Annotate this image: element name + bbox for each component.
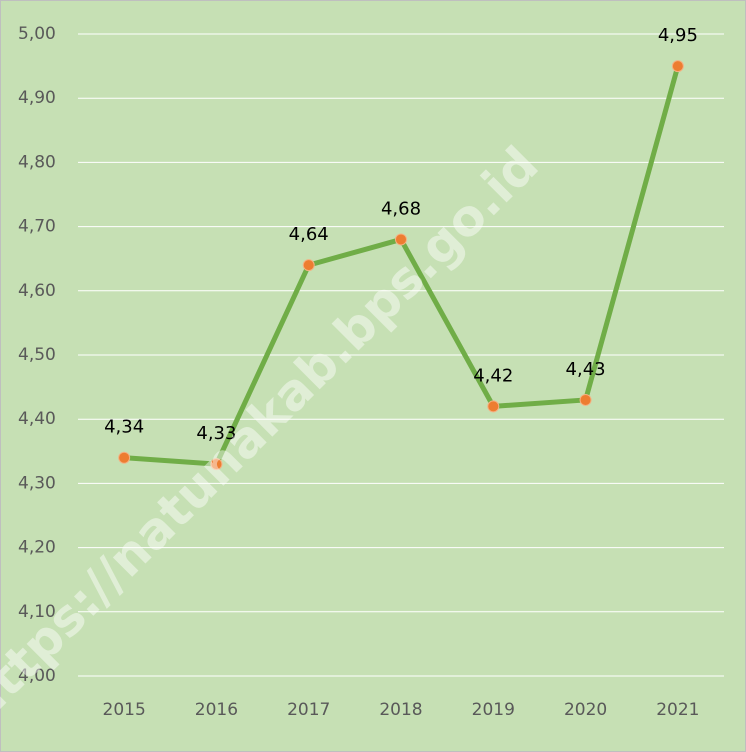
y-tick-label: 4,90 (18, 88, 56, 108)
y-tick-label: 4,00 (18, 666, 56, 686)
y-tick-label: 4,10 (18, 602, 56, 622)
y-tick-label: 4,40 (18, 409, 56, 429)
y-tick-label: 4,20 (18, 538, 56, 558)
data-point (579, 393, 592, 406)
data-point (118, 451, 131, 464)
data-point (302, 259, 315, 272)
x-tick-label: 2018 (379, 700, 422, 720)
data-label: 4,33 (196, 423, 236, 444)
y-tick-label: 4,60 (18, 281, 56, 301)
x-tick-label: 2019 (472, 700, 515, 720)
data-label: 4,34 (104, 417, 144, 438)
x-tick-label: 2020 (564, 700, 607, 720)
data-point (671, 60, 684, 73)
data-label: 4,64 (289, 224, 329, 245)
y-tick-label: 5,00 (18, 24, 56, 44)
data-point (210, 458, 223, 471)
x-tick-label: 2016 (195, 700, 238, 720)
data-label: 4,43 (566, 359, 606, 380)
data-label: 4,95 (658, 25, 698, 46)
data-label: 4,42 (473, 365, 513, 386)
y-tick-label: 4,70 (18, 217, 56, 237)
y-tick-label: 4,30 (18, 473, 56, 493)
y-tick-label: 4,80 (18, 152, 56, 172)
data-label: 4,68 (381, 198, 421, 219)
y-tick-label: 4,50 (18, 345, 56, 365)
x-tick-label: 2015 (103, 700, 146, 720)
x-tick-label: 2021 (656, 700, 699, 720)
data-point (395, 233, 407, 246)
x-tick-label: 2017 (287, 700, 330, 720)
data-point (487, 400, 500, 413)
